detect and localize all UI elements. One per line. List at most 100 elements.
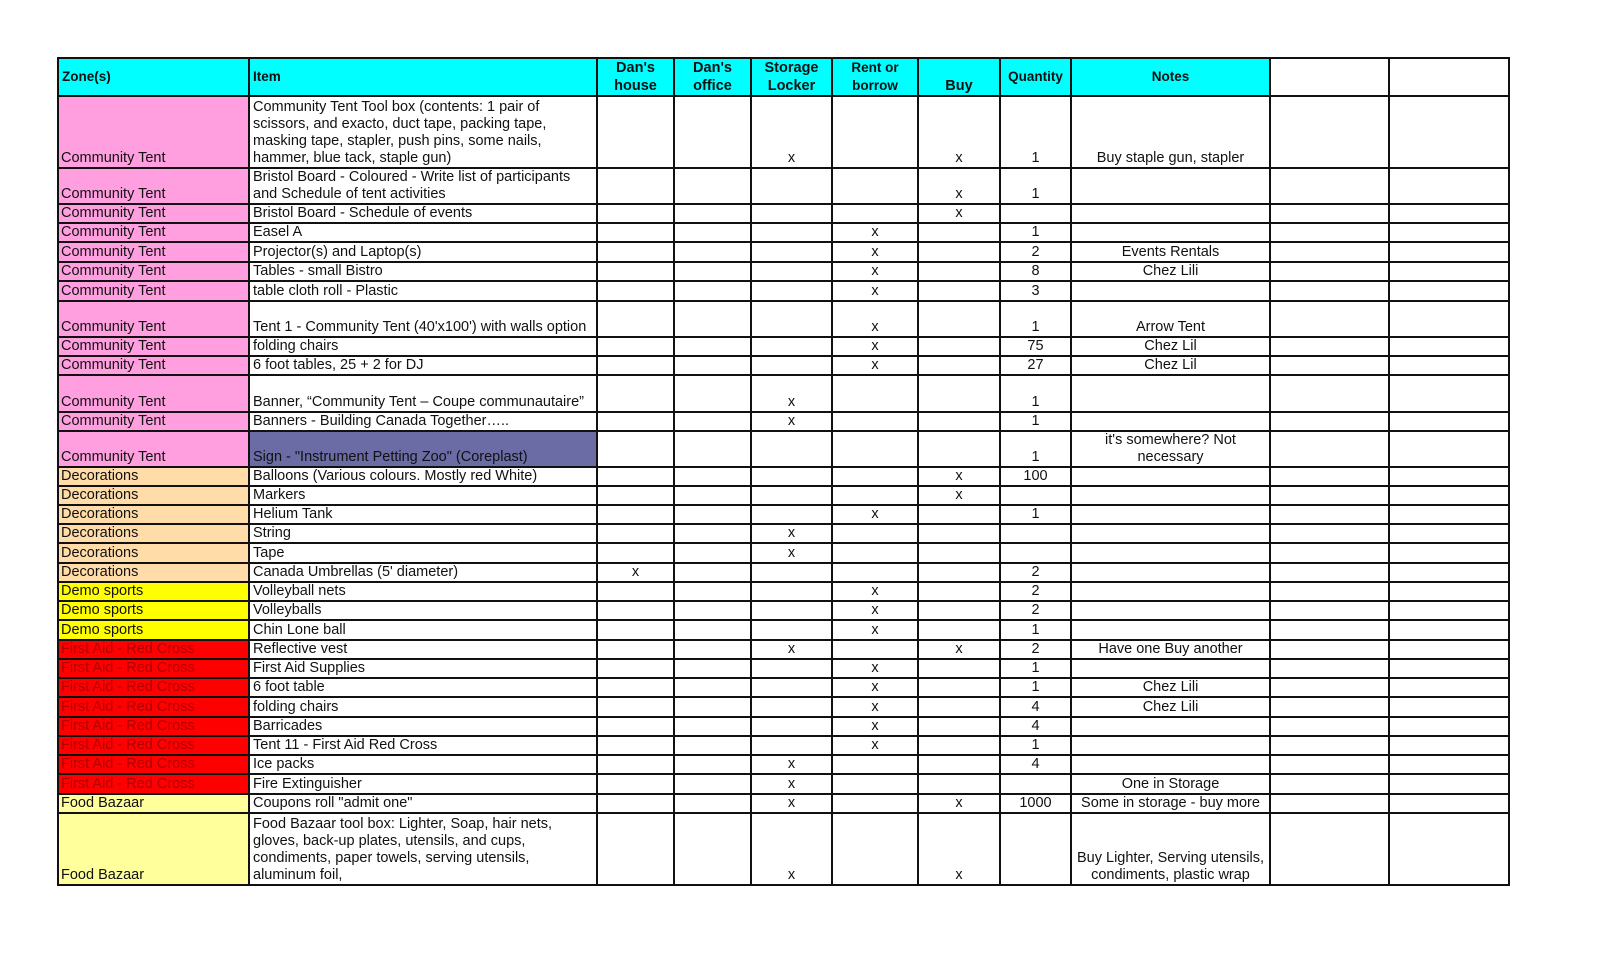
buy-cell[interactable] [917,696,1001,718]
storage-locker-cell[interactable] [750,300,833,338]
quantity-cell[interactable]: 4 [999,696,1072,718]
quantity-cell[interactable]: 1 [999,430,1072,468]
blank-cell[interactable] [1269,716,1390,737]
dans-office-cell[interactable] [673,241,752,263]
notes-cell[interactable]: Chez Lili [1070,677,1271,698]
blank-cell[interactable] [1388,336,1510,357]
buy-cell[interactable] [917,411,1001,432]
dans-house-cell[interactable] [596,773,675,795]
blank-cell[interactable] [1388,658,1510,679]
rent-or-borrow-cell[interactable]: x [831,241,919,263]
blank-cell[interactable] [1269,754,1390,775]
buy-cell[interactable] [917,600,1001,621]
storage-locker-cell[interactable] [750,485,833,506]
zone-cell[interactable]: Decorations [57,523,250,544]
zone-cell[interactable]: Demo sports [57,619,250,641]
buy-cell[interactable] [917,430,1001,468]
item-cell[interactable]: Coupons roll "admit one" [248,793,598,814]
notes-cell[interactable]: Chez Lili [1070,261,1271,282]
quantity-cell[interactable]: 2 [999,562,1072,583]
dans-office-cell[interactable] [673,754,752,775]
notes-cell[interactable]: Events Rentals [1070,241,1271,263]
item-cell[interactable]: 6 foot tables, 25 + 2 for DJ [248,355,598,376]
zone-cell[interactable]: Food Bazaar [57,793,250,814]
rent-or-borrow-cell[interactable]: x [831,696,919,718]
blank-cell[interactable] [1269,280,1390,302]
buy-cell[interactable] [917,300,1001,338]
notes-cell[interactable] [1070,735,1271,756]
quantity-cell[interactable] [999,542,1072,564]
zone-cell[interactable]: Community Tent [57,203,250,224]
dans-house-cell[interactable] [596,523,675,544]
quantity-cell[interactable]: 1 [999,300,1072,338]
storage-locker-cell[interactable] [750,735,833,756]
rent-or-borrow-cell[interactable]: x [831,677,919,698]
dans-house-cell[interactable] [596,542,675,564]
blank-cell[interactable] [1269,581,1390,602]
blank-cell[interactable] [1388,812,1510,886]
rent-or-borrow-cell[interactable] [831,466,919,487]
quantity-cell[interactable]: 4 [999,754,1072,775]
item-cell[interactable]: Projector(s) and Laptop(s) [248,241,598,263]
blank-cell[interactable] [1388,355,1510,376]
dans-house-cell[interactable] [596,430,675,468]
quantity-cell[interactable] [999,203,1072,224]
item-cell[interactable]: 6 foot table [248,677,598,698]
rent-or-borrow-cell[interactable]: x [831,336,919,357]
dans-office-cell[interactable] [673,300,752,338]
notes-cell[interactable] [1070,504,1271,525]
quantity-cell[interactable]: 1 [999,95,1072,169]
notes-cell[interactable]: Arrow Tent [1070,300,1271,338]
dans-office-cell[interactable] [673,280,752,302]
buy-cell[interactable] [917,562,1001,583]
blank-cell[interactable] [1388,619,1510,641]
buy-cell[interactable] [917,336,1001,357]
blank-cell[interactable] [1388,485,1510,506]
dans-house-cell[interactable] [596,812,675,886]
storage-locker-cell[interactable] [750,716,833,737]
blank-cell[interactable] [1269,485,1390,506]
blank-cell[interactable] [1269,300,1390,338]
item-cell[interactable]: Community Tent Tool box (contents: 1 pai… [248,95,598,169]
notes-cell[interactable]: Have one Buy another [1070,639,1271,660]
blank-cell[interactable] [1388,167,1510,205]
zone-cell[interactable]: Community Tent [57,241,250,263]
blank-cell[interactable] [1388,430,1510,468]
dans-office-cell[interactable] [673,203,752,224]
quantity-cell[interactable]: 27 [999,355,1072,376]
dans-office-cell[interactable] [673,619,752,641]
zone-cell[interactable]: Community Tent [57,300,250,338]
zone-cell[interactable]: Decorations [57,485,250,506]
storage-locker-cell[interactable] [750,466,833,487]
rent-or-borrow-cell[interactable] [831,523,919,544]
dans-house-cell[interactable] [596,735,675,756]
blank-cell[interactable] [1388,411,1510,432]
buy-cell[interactable] [917,716,1001,737]
buy-cell[interactable]: x [917,793,1001,814]
dans-office-cell[interactable] [673,485,752,506]
rent-or-borrow-cell[interactable]: x [831,735,919,756]
storage-locker-cell[interactable] [750,355,833,376]
notes-cell[interactable] [1070,280,1271,302]
quantity-cell[interactable]: 1 [999,167,1072,205]
dans-office-cell[interactable] [673,504,752,525]
dans-house-cell[interactable] [596,485,675,506]
notes-cell[interactable] [1070,600,1271,621]
blank-cell[interactable] [1269,95,1390,169]
quantity-cell[interactable]: 1 [999,677,1072,698]
notes-cell[interactable] [1070,619,1271,641]
storage-locker-cell[interactable] [750,280,833,302]
dans-house-cell[interactable] [596,504,675,525]
storage-locker-cell[interactable] [750,203,833,224]
blank-cell[interactable] [1388,542,1510,564]
blank-cell[interactable] [1269,336,1390,357]
blank-cell[interactable] [1269,773,1390,795]
item-cell[interactable]: Ice packs [248,754,598,775]
notes-cell[interactable] [1070,167,1271,205]
notes-cell[interactable] [1070,485,1271,506]
zone-cell[interactable]: Demo sports [57,600,250,621]
storage-locker-cell[interactable] [750,430,833,468]
item-cell[interactable]: Sign - "Instrument Petting Zoo" (Corepla… [248,430,598,468]
blank-cell[interactable] [1269,222,1390,243]
dans-house-cell[interactable] [596,677,675,698]
